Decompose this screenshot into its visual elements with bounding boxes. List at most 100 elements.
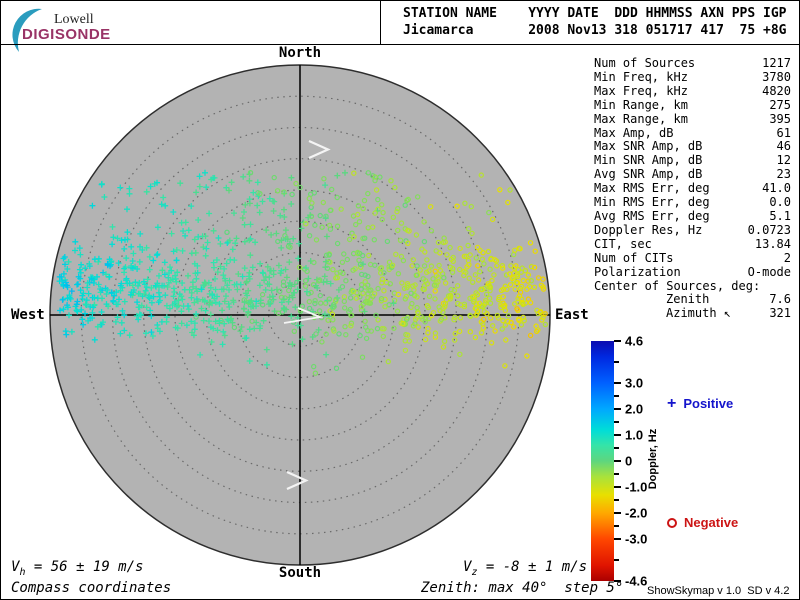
stat-value: 13.84	[754, 236, 791, 251]
scatter-point-layer	[56, 169, 549, 376]
colorbar-tick-label: 1.0	[625, 427, 644, 443]
stat-label: Max SNR Amp, dB	[594, 139, 703, 154]
vh-value: = 56 ± 19 m/s	[25, 559, 144, 575]
station-header-values: Jicamarca 2008 Nov13 318 051717 417 75 +…	[403, 23, 787, 38]
stat-label: CIT, sec	[594, 236, 652, 251]
stat-label: Avg SNR Amp, dB	[594, 167, 703, 182]
stat-row: Zenith 7.6	[594, 293, 791, 307]
compass-label-west: West	[11, 307, 45, 323]
stat-label: Num of CITs	[594, 250, 674, 265]
horizontal-velocity-readout: Vh = 56 ± 19 m/s	[11, 559, 143, 578]
header-rule	[1, 44, 799, 45]
plus-marker-icon: +	[667, 394, 677, 412]
doppler-axis-label: Doppler, Hz	[647, 428, 659, 490]
positive-legend-label: Positive	[683, 396, 734, 411]
stat-row: Max RMS Err, deg 41.0	[594, 181, 791, 196]
stat-value: 7.6	[769, 292, 791, 307]
stat-label: Polarization	[594, 264, 681, 279]
stat-row: Min RMS Err, deg 0.0	[594, 195, 791, 210]
version-text: ShowSkymap v 1.0 SD v 4.2	[647, 585, 790, 597]
colorbar-tick-label: -3.0	[625, 531, 648, 547]
stat-value: 0.0723	[747, 222, 791, 237]
stat-label: Max Range, km	[594, 111, 688, 126]
circle-marker-icon	[667, 517, 677, 528]
colorbar-tick-label: 4.6	[625, 333, 644, 349]
stat-row: Min Freq, kHz 3780	[594, 69, 791, 85]
stat-row: Num of CITs 2	[594, 250, 791, 266]
stat-label: Azimuth ↖	[666, 306, 732, 321]
compass-label-east: East	[555, 307, 589, 323]
header-divider	[380, 1, 381, 44]
colorbar-minor-tick	[614, 525, 619, 528]
north-chevron-icon	[308, 139, 331, 160]
colorbar-major-tick	[614, 433, 621, 436]
vh-symbol: V	[11, 559, 20, 575]
station-header-labels: STATION NAME YYYY DATE DDD HHMMSS AXN PP…	[403, 6, 787, 21]
negative-doppler-legend: Negative	[667, 515, 738, 530]
vz-symbol: V	[463, 559, 472, 575]
stat-value: 41.0	[762, 181, 791, 196]
zenith-range-note: Zenith: max 40° step 5°	[421, 580, 624, 596]
colorbar-minor-tick	[614, 446, 619, 449]
stat-label: Num of Sources	[594, 56, 696, 70]
colorbar-major-tick	[614, 580, 621, 582]
stat-row: Doppler Res, Hz 0.0723	[594, 222, 791, 238]
stat-value: 23	[776, 167, 791, 182]
stat-value: 5.1	[769, 208, 791, 223]
stat-row: Avg RMS Err, deg 5.1	[594, 208, 791, 224]
stat-row: Azimuth ↖ 321	[594, 306, 791, 321]
stat-value: 46	[776, 139, 791, 154]
stat-value: 4820	[762, 83, 791, 98]
stat-label: Avg RMS Err, deg	[594, 208, 710, 223]
stat-row: Max SNR Amp, dB 46	[594, 140, 791, 154]
colorbar-major-tick	[614, 407, 621, 410]
doppler-colorbar	[591, 341, 614, 581]
stat-label: Max Amp, dB	[594, 125, 674, 140]
coordinates-note: Compass coordinates	[11, 580, 172, 596]
positive-doppler-legend: + Positive	[667, 394, 734, 412]
colorbar-major-tick	[614, 486, 621, 489]
colorbar-minor-tick	[614, 394, 619, 397]
stat-row: Max Amp, dB 61	[594, 125, 791, 141]
colorbar-tick-label: 3.0	[625, 375, 644, 391]
stat-label: Min Freq, kHz	[594, 69, 688, 84]
vz-subscript: z	[471, 566, 478, 578]
stat-row: Num of Sources 1217	[594, 56, 791, 71]
stat-row: Center of Sources, deg:	[594, 278, 791, 294]
stat-value: 2	[783, 250, 791, 265]
vertical-velocity-readout: Vz = -8 ± 1 m/s	[463, 559, 587, 578]
negative-legend-label: Negative	[684, 515, 739, 530]
colorbar-major-tick	[614, 512, 621, 515]
south-chevron-icon	[286, 470, 309, 491]
colorbar-tick-label: 2.0	[625, 401, 644, 417]
colorbar-major-tick	[614, 460, 621, 462]
stat-label: Min SNR Amp, dB	[594, 153, 703, 168]
stat-value: 1217	[762, 56, 791, 70]
compass-label-north: North	[278, 45, 322, 61]
stat-label: Center of Sources, deg:	[594, 278, 761, 293]
stat-label: Min RMS Err, deg	[594, 195, 710, 210]
stat-value: 275	[769, 97, 791, 112]
measurement-stats-panel: Num of Sources 1217 Min Freq, kHz 3780 Max F…	[594, 56, 791, 321]
colorbar-minor-tick	[614, 559, 619, 562]
stat-row: Max Freq, kHz 4820	[594, 83, 791, 99]
colorbar-tick-label: -2.0	[625, 505, 648, 521]
logo-lowell-text: Lowell	[54, 12, 94, 27]
colorbar-tick-label: 0	[625, 453, 633, 469]
colorbar-minor-tick	[614, 360, 619, 363]
stat-row: Polarization O-mode	[594, 264, 791, 280]
compass-label-south: South	[278, 565, 322, 581]
stat-value: 12	[776, 153, 791, 168]
colorbar-major-tick	[614, 381, 621, 384]
stat-label: Zenith	[666, 292, 710, 307]
colorbar-tick-label: -1.0	[625, 479, 648, 495]
logo-digisonde-text: DIGISONDE	[22, 26, 111, 43]
stat-value: O-mode	[747, 264, 791, 279]
stat-value: 0.0	[769, 195, 791, 210]
stat-row: Min SNR Amp, dB 12	[594, 153, 791, 168]
lowell-digisonde-logo: Lowell DIGISONDE	[7, 4, 207, 52]
doppler-colorbar-ticks: 4.6 3.0 2.0 1.0 0 -1.0 -2.0 -3.0 -4.6	[614, 334, 674, 589]
stat-row: CIT, sec 13.84	[594, 236, 791, 252]
